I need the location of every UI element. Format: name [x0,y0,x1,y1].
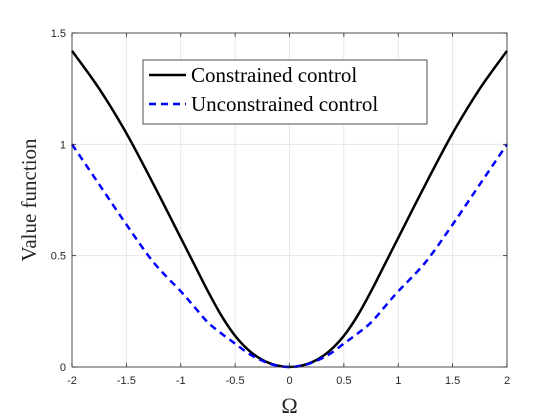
x-tick-label: -2 [67,375,77,387]
x-tick-label: 1.5 [445,375,460,387]
x-tick-label: 1 [395,375,401,387]
ticks [71,32,508,368]
x-tick-label: 2 [504,375,510,387]
legend-label-unconstrained: Unconstrained control [191,92,378,116]
x-tick-label: 0.5 [336,375,351,387]
legend-label-constrained: Constrained control [191,63,357,87]
x-tick-label: -1 [176,375,186,387]
y-tick-label: 0 [60,362,66,374]
y-axis-label: Value function [17,138,41,262]
y-tick-label: 1.5 [51,28,66,40]
x-tick-label: -1.5 [117,375,136,387]
x-tick-label: -0.5 [226,375,245,387]
legend: Constrained control Unconstrained contro… [142,59,428,125]
y-tick-label: 0.5 [51,251,66,263]
y-tick-label: 1 [60,139,66,151]
tick-labels: -2 -1.5 -1 -0.5 0 0.5 1 1.5 2 0 0.5 1 1.5 [51,28,510,387]
legend-box [142,59,428,125]
x-tick-label: 0 [286,375,292,387]
series-line-unconstrained [70,143,509,369]
x-axis-label: Ω [281,393,297,418]
